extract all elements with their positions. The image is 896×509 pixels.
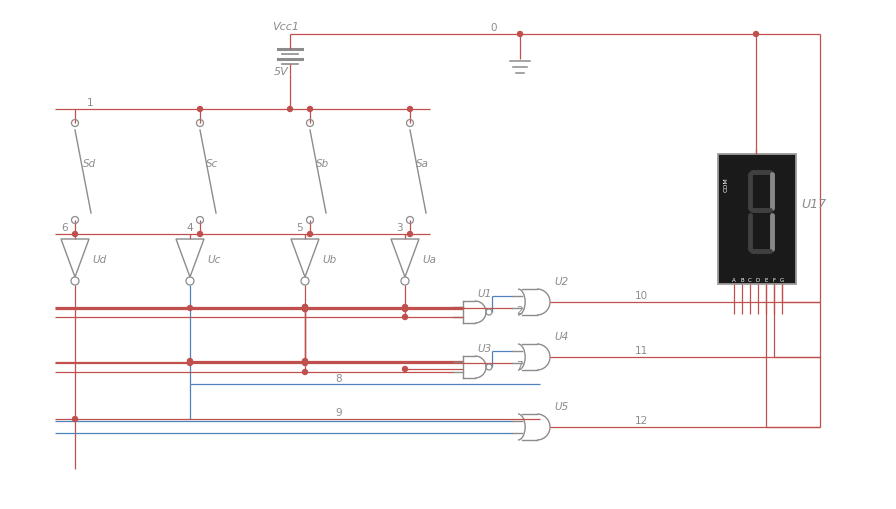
Text: 3: 3 <box>396 222 402 233</box>
Text: 9: 9 <box>335 407 341 417</box>
Text: 7: 7 <box>516 360 522 370</box>
Circle shape <box>197 232 202 237</box>
Text: Ud: Ud <box>92 254 107 265</box>
Circle shape <box>303 370 307 375</box>
Circle shape <box>197 107 202 112</box>
Circle shape <box>307 107 313 112</box>
Text: 11: 11 <box>635 345 648 355</box>
Text: U17: U17 <box>801 198 826 211</box>
Text: A: A <box>732 277 736 282</box>
Text: U4: U4 <box>554 331 568 342</box>
Circle shape <box>303 307 307 312</box>
Text: Sc: Sc <box>206 159 219 168</box>
Text: 0: 0 <box>490 23 496 33</box>
Text: 12: 12 <box>635 415 648 425</box>
Text: 10: 10 <box>635 291 648 300</box>
Text: U3: U3 <box>477 344 491 353</box>
Circle shape <box>402 306 408 311</box>
Circle shape <box>754 33 759 38</box>
Text: Vcc1: Vcc1 <box>272 22 299 32</box>
Circle shape <box>402 305 408 310</box>
Text: 5: 5 <box>296 222 303 233</box>
Text: U1: U1 <box>477 289 491 298</box>
Text: Ua: Ua <box>422 254 436 265</box>
Text: B: B <box>740 277 744 282</box>
Circle shape <box>303 359 307 364</box>
Text: Sa: Sa <box>416 159 429 168</box>
Circle shape <box>408 107 412 112</box>
Text: 4: 4 <box>186 222 193 233</box>
Text: F: F <box>772 277 776 282</box>
Text: 2: 2 <box>516 305 522 316</box>
Circle shape <box>402 367 408 372</box>
Circle shape <box>303 361 307 366</box>
Circle shape <box>73 417 77 421</box>
Circle shape <box>187 306 193 311</box>
Text: D: D <box>756 277 760 282</box>
Circle shape <box>518 33 522 38</box>
Text: 6: 6 <box>61 222 67 233</box>
Text: G: G <box>780 277 784 282</box>
Text: Sd: Sd <box>83 159 96 168</box>
Circle shape <box>288 107 292 112</box>
Circle shape <box>307 232 313 237</box>
Text: U2: U2 <box>554 276 568 287</box>
Text: U5: U5 <box>554 401 568 411</box>
Circle shape <box>303 305 307 310</box>
Text: 1: 1 <box>87 98 93 108</box>
Circle shape <box>73 232 77 237</box>
Circle shape <box>187 361 193 366</box>
Circle shape <box>408 232 412 237</box>
Circle shape <box>303 307 307 312</box>
FancyBboxPatch shape <box>718 155 796 285</box>
Circle shape <box>187 359 193 364</box>
Text: Ub: Ub <box>322 254 336 265</box>
Text: COM: COM <box>723 177 728 192</box>
Text: C: C <box>748 277 752 282</box>
Circle shape <box>303 305 307 310</box>
Circle shape <box>187 360 193 365</box>
Text: Uc: Uc <box>207 254 220 265</box>
Text: Sb: Sb <box>316 159 329 168</box>
Text: 8: 8 <box>335 373 341 383</box>
Circle shape <box>402 307 408 312</box>
Text: E: E <box>764 277 768 282</box>
Circle shape <box>303 306 307 311</box>
Text: 5V: 5V <box>274 67 289 77</box>
Circle shape <box>303 360 307 365</box>
Circle shape <box>402 315 408 320</box>
